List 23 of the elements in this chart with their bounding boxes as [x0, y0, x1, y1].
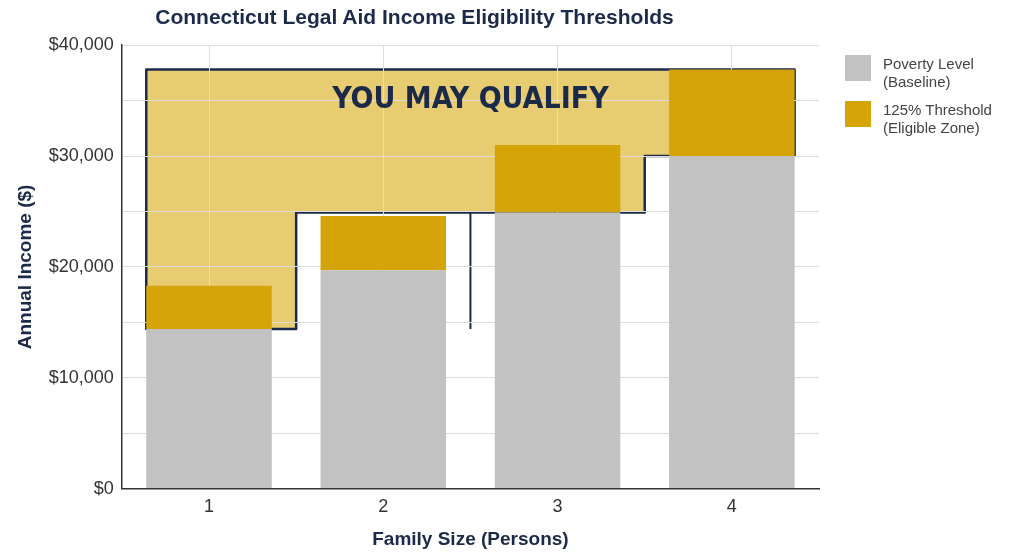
chart-title: Connecticut Legal Aid Income Eligibility Thresholds — [155, 5, 674, 29]
bar — [494, 144, 621, 213]
y-tick-label: $40,000 — [48, 34, 114, 55]
bar — [320, 270, 447, 489]
bar — [669, 156, 795, 489]
annotation: YOU MAY QUALIFY — [331, 80, 610, 116]
x-tick-label: 1 — [204, 496, 215, 517]
legend-label: Poverty Level (Baseline) — [883, 55, 975, 91]
y-axis-title: Annual Income ($) — [13, 184, 35, 350]
legend-label: 125% Threshold (Eligible Zone) — [883, 101, 993, 137]
bar — [320, 215, 447, 271]
y-tick-label: $0 — [93, 477, 114, 498]
x-tick-label: 2 — [378, 496, 389, 517]
x-tick-label: 3 — [552, 496, 563, 517]
y-tick-label: $10,000 — [48, 366, 114, 387]
y-tick-label: $20,000 — [48, 255, 114, 276]
bar — [669, 69, 795, 157]
y-tick-label: $30,000 — [48, 145, 114, 166]
bar — [146, 328, 272, 489]
x-tick-label: 4 — [726, 496, 737, 517]
bar — [494, 212, 621, 489]
bar — [146, 285, 272, 329]
x-axis-title: Family Size (Persons) — [372, 527, 569, 549]
